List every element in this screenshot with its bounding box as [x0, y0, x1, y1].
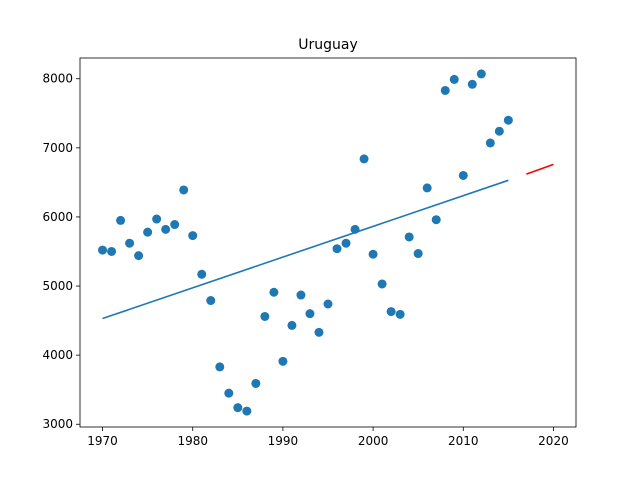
- y-tick-label: 7000: [42, 141, 73, 155]
- data-point: [332, 244, 342, 254]
- data-point: [395, 309, 405, 319]
- plot-area: [98, 69, 554, 416]
- data-point: [233, 403, 243, 413]
- data-point: [188, 231, 198, 241]
- data-point: [269, 287, 279, 297]
- data-point: [458, 170, 468, 180]
- x-tick-label: 2000: [358, 434, 389, 448]
- data-point: [341, 238, 351, 248]
- data-point: [206, 296, 216, 306]
- y-tick-label: 6000: [42, 210, 73, 224]
- x-tick-label: 1970: [87, 434, 118, 448]
- x-tick-label: 2020: [538, 434, 569, 448]
- data-point: [224, 388, 234, 398]
- data-point: [296, 290, 306, 300]
- data-point: [449, 74, 459, 84]
- data-point: [485, 138, 495, 148]
- data-point: [161, 224, 171, 234]
- data-point: [368, 249, 378, 259]
- data-point: [386, 307, 396, 317]
- y-tick-label: 5000: [42, 279, 73, 293]
- data-point: [242, 406, 252, 416]
- y-tick-label: 8000: [42, 72, 73, 86]
- data-point: [197, 269, 207, 279]
- data-point: [305, 309, 315, 319]
- x-tick-label: 1990: [268, 434, 299, 448]
- y-tick-label: 3000: [42, 417, 73, 431]
- data-point: [422, 183, 432, 193]
- data-point: [494, 126, 504, 136]
- data-point: [323, 299, 333, 309]
- forecast-line: [526, 163, 554, 175]
- data-point: [107, 246, 117, 256]
- trend-line: [102, 179, 509, 320]
- x-tick-label: 2010: [448, 434, 479, 448]
- data-point: [251, 378, 261, 388]
- data-point: [134, 251, 144, 261]
- data-point: [467, 79, 477, 89]
- y-tick-label: 4000: [42, 348, 73, 362]
- data-point: [359, 154, 369, 164]
- data-point: [98, 245, 108, 255]
- data-point: [314, 327, 324, 337]
- data-point: [179, 185, 189, 195]
- data-point: [125, 238, 135, 248]
- data-point: [440, 85, 450, 95]
- data-point: [170, 220, 180, 230]
- data-point: [215, 362, 225, 372]
- data-point: [503, 115, 513, 125]
- data-point: [143, 227, 153, 237]
- data-point: [377, 279, 387, 289]
- chart-title: Uruguay: [298, 37, 358, 53]
- data-point: [431, 215, 441, 225]
- data-point: [116, 215, 126, 225]
- data-point: [152, 214, 162, 224]
- axes: 1970 1980 1990 2000 2010 2020 3000 4000 5000 6000…: [42, 57, 577, 448]
- data-point: [278, 356, 288, 366]
- data-point: [404, 232, 414, 242]
- data-point: [260, 311, 270, 321]
- data-point: [413, 249, 423, 259]
- data-point: [476, 69, 486, 79]
- data-point: [287, 320, 297, 330]
- x-tick-label: 1980: [177, 434, 208, 448]
- plot-frame: [79, 57, 577, 428]
